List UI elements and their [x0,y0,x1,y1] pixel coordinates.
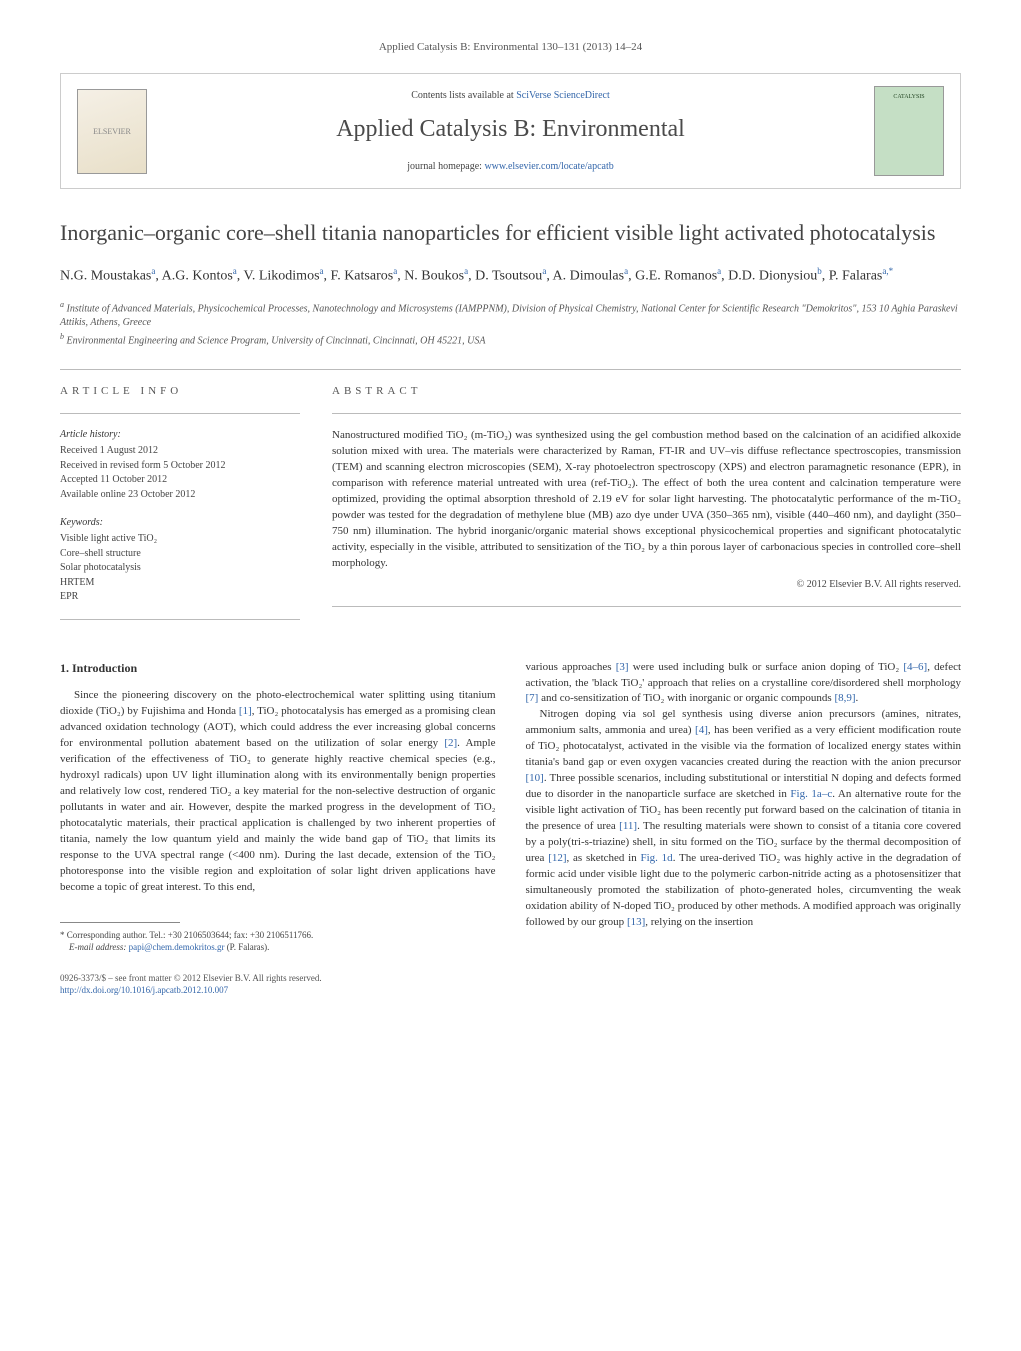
corr-text: Corresponding author. Tel.: +30 21065036… [65,930,314,940]
keyword: Solar photocatalysis [60,561,300,576]
homepage-line: journal homepage: www.elsevier.com/locat… [165,160,856,174]
divider [60,413,300,414]
abstract-label: ABSTRACT [332,384,961,399]
author: , D.D. Dionysiou [721,269,817,284]
keywords-header: Keywords: [60,516,300,530]
figure-link[interactable]: Fig. 1a–c [790,788,832,800]
front-matter-text: 0926-3373/$ – see front matter © 2012 El… [60,973,322,983]
keyword: Visible light active TiO₂ [60,532,300,547]
journal-name: Applied Catalysis B: Environmental [165,113,856,147]
keyword: HRTEM [60,576,300,591]
author-list: N.G. Moustakasa, A.G. Kontosa, V. Likodi… [60,265,961,287]
affiliation-b: b Environmental Engineering and Science … [60,331,961,349]
contents-prefix: Contents lists available at [411,90,516,101]
history-revised: Received in revised form 5 October 2012 [60,459,300,474]
elsevier-logo: ELSEVIER [77,89,147,174]
homepage-link[interactable]: www.elsevier.com/locate/apcatb [484,161,613,172]
citation-link[interactable]: [4–6] [903,661,927,673]
keyword: EPR [60,590,300,605]
affil-text: Environmental Engineering and Science Pr… [64,335,485,346]
citation-link[interactable]: [7] [526,692,539,704]
divider [60,619,300,620]
history-accepted: Accepted 11 October 2012 [60,473,300,488]
citation-link[interactable]: [11] [619,820,637,832]
author: , D. Tsoutsou [468,269,542,284]
author: N.G. Moustakas [60,269,151,284]
citation-link[interactable]: [1] [239,705,252,717]
body-paragraph: Nitrogen doping via sol gel synthesis us… [526,707,962,930]
body-text: , relying on the insertion [645,916,753,928]
column-left: 1. Introduction Since the pioneering dis… [60,660,496,997]
corr-name: (P. Falaras). [224,942,269,952]
front-matter-line: 0926-3373/$ – see front matter © 2012 El… [60,972,496,997]
info-abstract-row: ARTICLE INFO Article history: Received 1… [60,384,961,634]
column-right: various approaches [3] were used includi… [526,660,962,997]
doi-link[interactable]: http://dx.doi.org/10.1016/j.apcatb.2012.… [60,985,228,995]
affiliation-a: a Institute of Advanced Materials, Physi… [60,299,961,331]
citation-link[interactable]: [3] [616,661,629,673]
sciencedirect-link[interactable]: SciVerse ScienceDirect [516,90,610,101]
history-received: Received 1 August 2012 [60,444,300,459]
body-text: various approaches [526,661,616,673]
corr-email-label: E-mail address: [69,942,129,952]
citation-link[interactable]: [10] [526,772,544,784]
footnote-divider [60,922,180,923]
body-text: . [856,692,859,704]
affil-text: Institute of Advanced Materials, Physico… [60,303,958,329]
author: , N. Boukos [397,269,464,284]
author: , V. Likodimos [237,269,320,284]
citation-link[interactable]: [12] [548,852,566,864]
body-paragraph: various approaches [3] were used includi… [526,660,962,708]
contents-available-line: Contents lists available at SciVerse Sci… [165,89,856,103]
citation-link[interactable]: [13] [627,916,645,928]
citation-link[interactable]: [2] [444,737,457,749]
figure-link[interactable]: Fig. 1d [641,852,673,864]
author: , G.E. Romanos [628,269,717,284]
copyright-line: © 2012 Elsevier B.V. All rights reserved… [332,578,961,592]
history-online: Available online 23 October 2012 [60,488,300,503]
divider [60,369,961,370]
body-text: . Ample verification of the effectivenes… [60,737,496,892]
section-heading-1: 1. Introduction [60,660,496,677]
body-columns: 1. Introduction Since the pioneering dis… [60,660,961,997]
author-sup: a,* [882,266,893,276]
author: , A. Dimoulas [546,269,624,284]
journal-reference: Applied Catalysis B: Environmental 130–1… [60,40,961,55]
keyword: Core–shell structure [60,547,300,562]
author: , F. Katsaros [324,269,394,284]
abstract-text: Nanostructured modified TiO₂ (m-TiO₂) wa… [332,428,961,571]
divider [332,413,961,414]
header-center: Contents lists available at SciVerse Sci… [165,89,856,175]
abstract-block: ABSTRACT Nanostructured modified TiO₂ (m… [332,384,961,634]
author: , A.G. Kontos [155,269,232,284]
body-text: were used including bulk or surface anio… [629,661,904,673]
homepage-prefix: journal homepage: [407,161,484,172]
corresponding-author-note: * Corresponding author. Tel.: +30 210650… [60,929,496,954]
citation-link[interactable]: [8,9] [834,692,855,704]
article-info-block: ARTICLE INFO Article history: Received 1… [60,384,300,634]
author: , P. Falaras [822,269,883,284]
divider [332,606,961,607]
journal-cover-thumbnail: CATALYSIS [874,86,944,176]
journal-header-box: ELSEVIER Contents lists available at Sci… [60,73,961,189]
article-title: Inorganic–organic core–shell titania nan… [60,219,961,247]
corr-email-link[interactable]: papi@chem.demokritos.gr [129,942,225,952]
affiliations: a Institute of Advanced Materials, Physi… [60,299,961,349]
history-header: Article history: [60,428,300,442]
body-text: , as sketched in [567,852,641,864]
body-text: and co-sensitization of TiO₂ with inorga… [538,692,834,704]
body-paragraph: Since the pioneering discovery on the ph… [60,688,496,895]
article-info-label: ARTICLE INFO [60,384,300,399]
citation-link[interactable]: [4] [695,724,708,736]
